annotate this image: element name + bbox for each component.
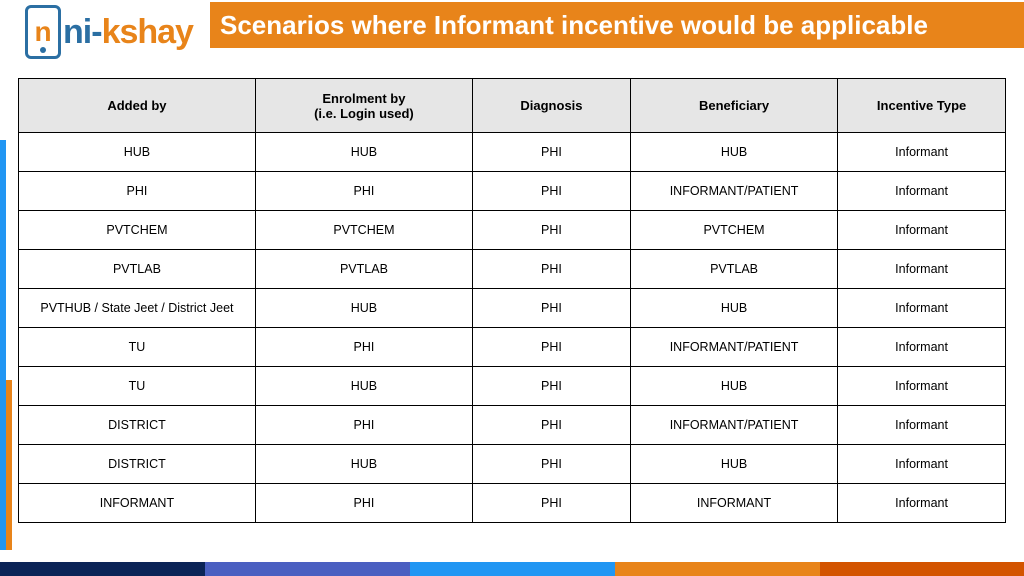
cell: HUB	[255, 133, 472, 172]
cell: Informant	[838, 289, 1006, 328]
cell: PHI	[473, 406, 631, 445]
cell: PHI	[473, 250, 631, 289]
col-header-1: Enrolment by(i.e. Login used)	[255, 79, 472, 133]
cell: HUB	[255, 367, 472, 406]
cell: PVTCHEM	[630, 211, 837, 250]
table-row: PVTLABPVTLABPHIPVTLABInformant	[19, 250, 1006, 289]
cell: PHI	[473, 133, 631, 172]
cell: HUB	[630, 289, 837, 328]
cell: PVTLAB	[630, 250, 837, 289]
table-row: PVTHUB / State Jeet / District JeetHUBPH…	[19, 289, 1006, 328]
table-row: TUPHIPHIINFORMANT/PATIENTInformant	[19, 328, 1006, 367]
cell: Informant	[838, 484, 1006, 523]
cell: PVTHUB / State Jeet / District Jeet	[19, 289, 256, 328]
cell: Informant	[838, 172, 1006, 211]
col-header-0: Added by	[19, 79, 256, 133]
cell: PHI	[473, 289, 631, 328]
table-row: HUBHUBPHIHUBInformant	[19, 133, 1006, 172]
col-header-4: Incentive Type	[838, 79, 1006, 133]
footer-segment-3	[615, 562, 820, 576]
cell: INFORMANT	[630, 484, 837, 523]
cell: PHI	[255, 484, 472, 523]
cell: PHI	[19, 172, 256, 211]
cell: PHI	[473, 328, 631, 367]
cell: PHI	[473, 484, 631, 523]
title-bar: Scenarios where Informant incentive woul…	[210, 0, 1024, 48]
logo-text: ni-kshay	[63, 15, 193, 49]
col-header-3: Beneficiary	[630, 79, 837, 133]
page-title: Scenarios where Informant incentive woul…	[220, 12, 928, 38]
left-accent-bar-2	[6, 380, 12, 550]
cell: Informant	[838, 328, 1006, 367]
table-row: DISTRICTPHIPHIINFORMANT/PATIENTInformant	[19, 406, 1006, 445]
footer-stripe	[0, 562, 1024, 576]
footer-segment-0	[0, 562, 205, 576]
cell: INFORMANT/PATIENT	[630, 328, 837, 367]
cell: DISTRICT	[19, 445, 256, 484]
cell: PVTCHEM	[255, 211, 472, 250]
table-body: HUBHUBPHIHUBInformantPHIPHIPHIINFORMANT/…	[19, 133, 1006, 523]
cell: HUB	[255, 445, 472, 484]
cell: Informant	[838, 445, 1006, 484]
table-header-row: Added byEnrolment by(i.e. Login used)Dia…	[19, 79, 1006, 133]
logo: n ni-kshay	[0, 0, 210, 64]
phone-icon: n	[25, 5, 61, 59]
cell: HUB	[630, 367, 837, 406]
cell: TU	[19, 367, 256, 406]
footer-segment-1	[205, 562, 410, 576]
scenarios-table: Added byEnrolment by(i.e. Login used)Dia…	[18, 78, 1006, 523]
cell: Informant	[838, 250, 1006, 289]
header: n ni-kshay Scenarios where Informant inc…	[0, 0, 1024, 64]
cell: PHI	[255, 172, 472, 211]
cell: INFORMANT/PATIENT	[630, 172, 837, 211]
col-header-2: Diagnosis	[473, 79, 631, 133]
cell: HUB	[630, 133, 837, 172]
cell: HUB	[19, 133, 256, 172]
cell: Informant	[838, 367, 1006, 406]
table-row: DISTRICTHUBPHIHUBInformant	[19, 445, 1006, 484]
table-head: Added byEnrolment by(i.e. Login used)Dia…	[19, 79, 1006, 133]
cell: Informant	[838, 211, 1006, 250]
table-row: PHIPHIPHIINFORMANT/PATIENTInformant	[19, 172, 1006, 211]
table-row: PVTCHEMPVTCHEMPHIPVTCHEMInformant	[19, 211, 1006, 250]
cell: PHI	[255, 406, 472, 445]
cell: PVTCHEM	[19, 211, 256, 250]
cell: PHI	[473, 172, 631, 211]
table-container: Added byEnrolment by(i.e. Login used)Dia…	[0, 64, 1024, 523]
footer-segment-2	[410, 562, 615, 576]
footer-segment-4	[820, 562, 1024, 576]
cell: PHI	[473, 367, 631, 406]
cell: PHI	[473, 445, 631, 484]
cell: PHI	[255, 328, 472, 367]
logo-icon-letter: n	[34, 18, 51, 46]
cell: PVTLAB	[255, 250, 472, 289]
table-row: INFORMANTPHIPHIINFORMANTInformant	[19, 484, 1006, 523]
cell: HUB	[255, 289, 472, 328]
cell: TU	[19, 328, 256, 367]
cell: PVTLAB	[19, 250, 256, 289]
cell: Informant	[838, 133, 1006, 172]
cell: HUB	[630, 445, 837, 484]
cell: INFORMANT/PATIENT	[630, 406, 837, 445]
cell: DISTRICT	[19, 406, 256, 445]
cell: INFORMANT	[19, 484, 256, 523]
cell: Informant	[838, 406, 1006, 445]
table-row: TUHUBPHIHUBInformant	[19, 367, 1006, 406]
cell: PHI	[473, 211, 631, 250]
